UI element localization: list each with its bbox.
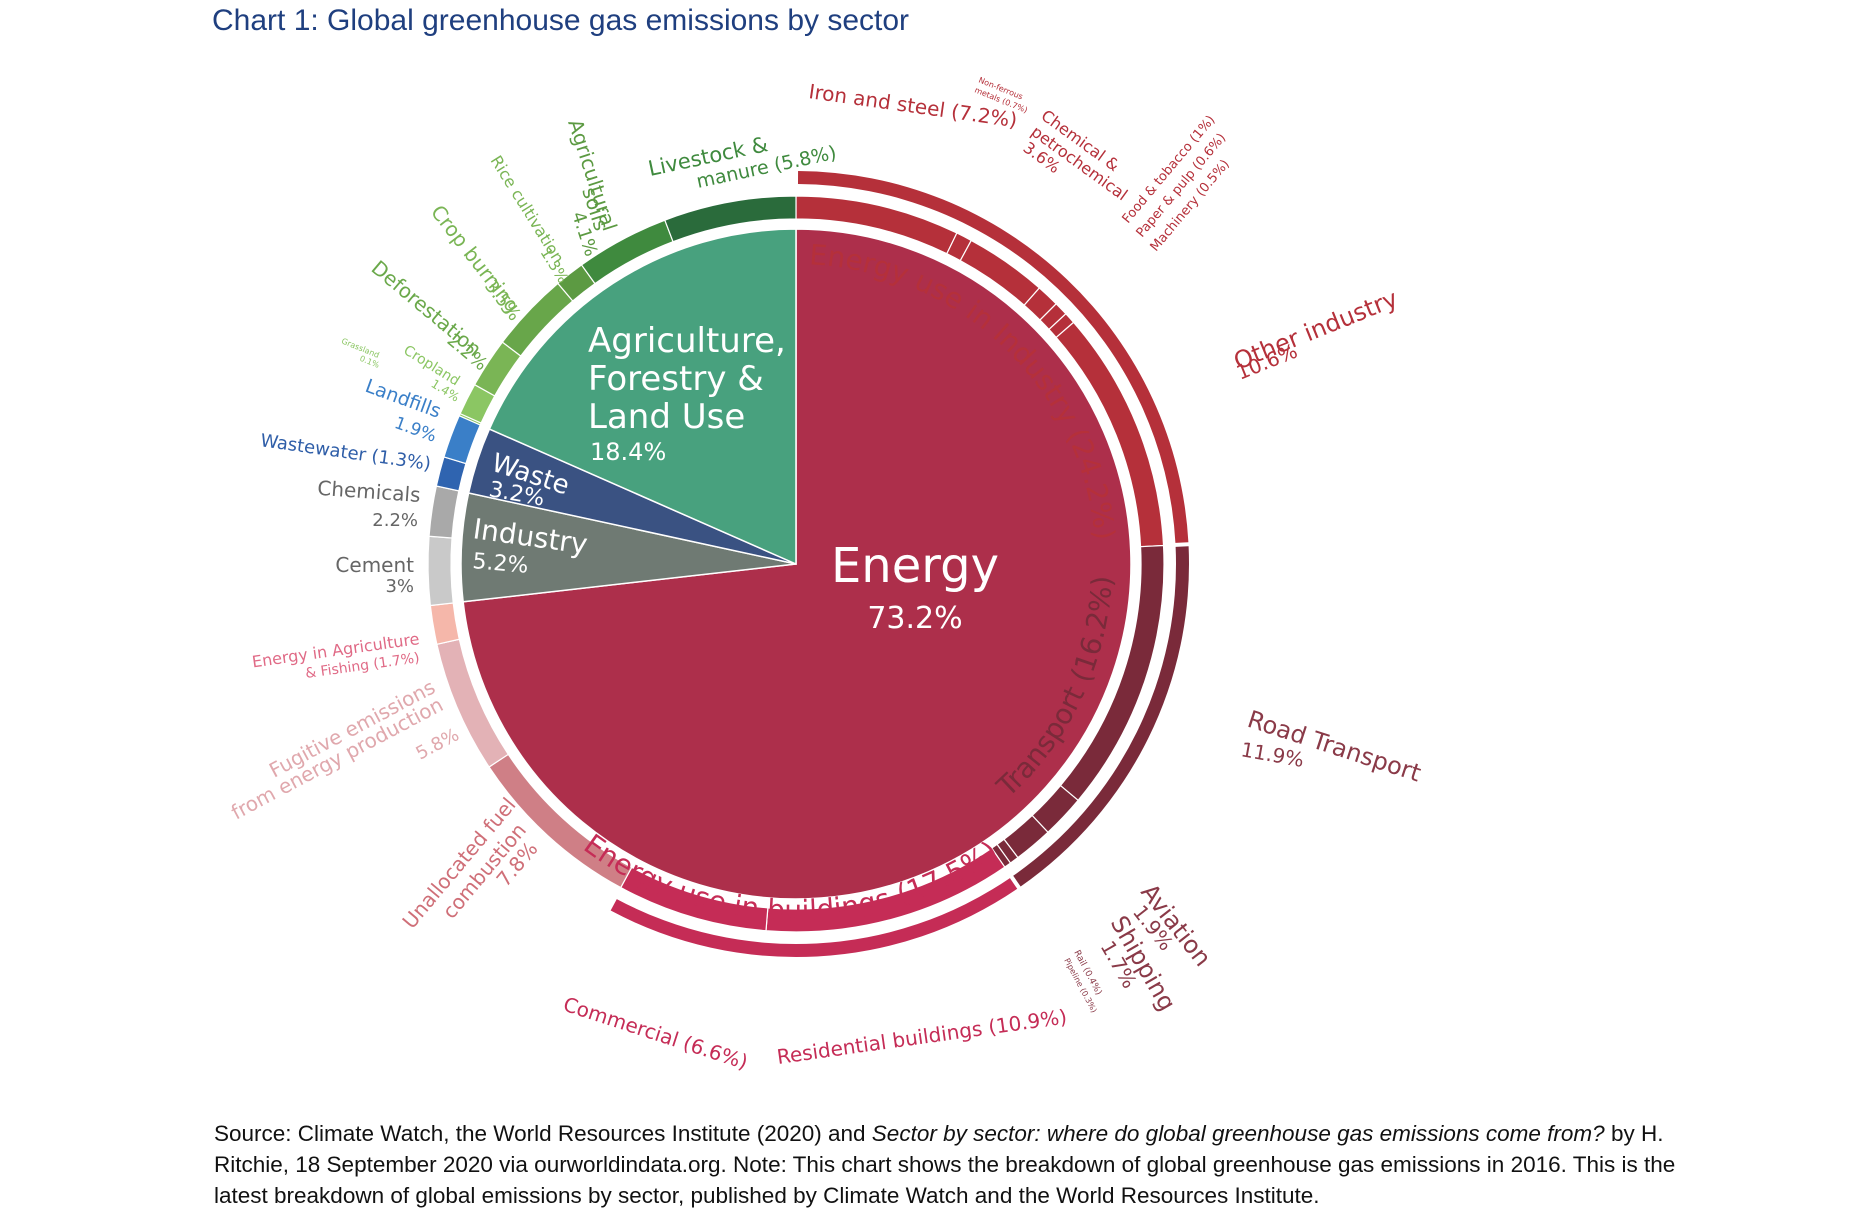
pie-label-agriculture-line2: Forestry & (588, 359, 764, 399)
pie-slice-agriculture-forestry-and-land-use (488, 228, 797, 566)
pie-layer (460, 228, 1132, 900)
source-footnote: Source: Climate Watch, the World Resourc… (214, 1118, 1694, 1211)
label-chemicals: Chemicals (317, 476, 422, 507)
label-fugitive-value: 5.8% (412, 724, 462, 764)
label-residential-buildings: Residential buildings (10.9%) (775, 1004, 1068, 1068)
label-rice-cultivation-value: 1.3% (537, 245, 572, 287)
label-cement-value: 3% (385, 576, 414, 597)
label-commercial: Commercial (6.6%) (560, 992, 750, 1074)
pie-slice-energy (462, 228, 1132, 900)
group-arc-energy-use-in-buildings (610, 878, 1018, 957)
footnote-text: Source: Climate Watch, the World Resourc… (214, 1121, 872, 1146)
group-arc-layer (610, 171, 1189, 957)
footnote-article-title: Sector by sector: where do global greenh… (871, 1121, 1605, 1146)
label-chemicals-value: 2.2% (372, 510, 418, 531)
footnote-text-cont: by H. Ritchie, 18 September 2020 via our… (214, 1121, 1676, 1208)
pie-label-agriculture-line1: Agriculture, (588, 321, 786, 361)
pie-value-agriculture: 18.4% (590, 438, 666, 466)
ring-segment-chemicals (428, 485, 460, 539)
pie-value-industry: 5.2% (471, 549, 529, 579)
pie-label-energy: Energy (831, 538, 999, 594)
ring-segment-energy-in-agriculture-and-fishing (429, 602, 461, 645)
ring-segment-cement (427, 535, 454, 607)
label-cement: Cement (335, 553, 414, 577)
pie-value-energy: 73.2% (867, 601, 962, 636)
group-arc-transport (1013, 546, 1189, 887)
ring-layer (427, 195, 1165, 933)
pie-label-agriculture-line3: Land Use (588, 397, 745, 437)
ring-segment-livestock-and-manure (664, 195, 797, 243)
chart-title: Chart 1: Global greenhouse gas emissions… (212, 4, 910, 37)
label-fugitive-line2: from energy production (227, 692, 447, 824)
